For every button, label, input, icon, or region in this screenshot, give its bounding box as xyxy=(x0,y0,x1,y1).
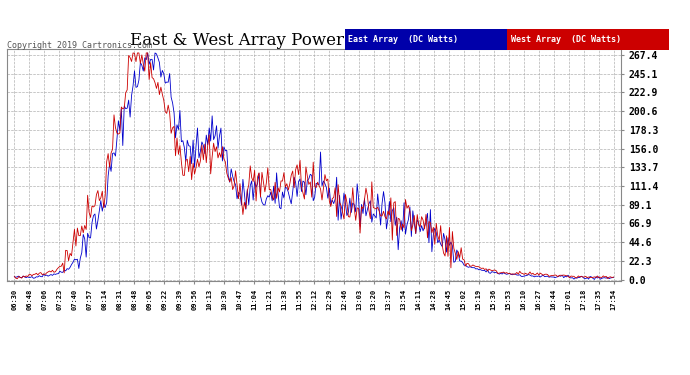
Title: East & West Array Power Sun Apr 14 18:15: East & West Array Power Sun Apr 14 18:15 xyxy=(130,32,497,49)
Text: East Array  (DC Watts): East Array (DC Watts) xyxy=(348,35,458,44)
Text: Copyright 2019 Cartronics.com: Copyright 2019 Cartronics.com xyxy=(7,41,152,50)
Text: West Array  (DC Watts): West Array (DC Watts) xyxy=(511,35,620,44)
